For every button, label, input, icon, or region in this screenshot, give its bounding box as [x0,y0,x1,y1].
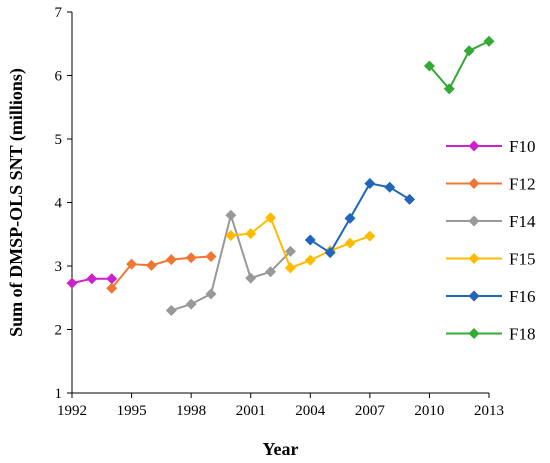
data-point [106,282,118,294]
data-point [165,254,177,266]
data-point [225,209,237,221]
series-line-f16 [309,182,411,255]
legend-label: F14 [509,212,536,231]
legend-swatch-marker [468,253,480,264]
data-point [126,258,138,270]
series-line-f14 [170,211,292,312]
legend-item-f18: F18 [446,325,535,344]
data-point [205,288,217,300]
series-layer [66,35,495,316]
data-point [324,247,336,259]
data-point [344,237,356,249]
legend-swatch-marker [468,215,480,227]
x-tick-label: 2004 [295,403,326,419]
y-tick-label: 7 [55,5,63,21]
legend-item-f14: F14 [446,212,536,231]
data-point [304,234,316,246]
series-f15 [225,212,376,274]
legend-item-f15: F15 [446,250,535,269]
data-point [265,266,277,278]
y-tick-label: 6 [55,69,63,85]
data-point [66,277,78,289]
legend-swatch-marker [468,290,480,302]
x-tick-label: 1995 [117,403,147,419]
axes: 1 2 3 4 5 6 7 1992 1995 1998 2001 2004 2007 2010 2013 [55,5,505,419]
legend-swatch-marker [468,328,480,339]
series-f16 [304,177,416,259]
x-tick-label: 2001 [236,403,266,419]
x-tick-label: 2007 [355,403,386,419]
legend: F10 F12 F14 F15 F16 F18 [446,137,536,344]
data-point [265,212,277,224]
data-point [225,230,237,242]
series-f10 [66,273,118,289]
legend-item-f16: F16 [446,287,535,306]
data-point [304,254,316,266]
y-tick-label: 4 [55,196,63,212]
data-point [364,177,376,189]
series-f12 [106,250,217,294]
legend-item-f12: F12 [446,175,535,194]
legend-swatch-marker [468,140,480,152]
y-tick-label: 3 [55,259,63,275]
data-point [245,272,257,284]
data-point [463,45,475,57]
legend-item-f10: F10 [446,137,535,156]
series-f18 [423,35,495,95]
data-point [185,252,197,264]
data-point [185,298,197,310]
legend-label: F10 [509,137,535,156]
data-point [145,259,157,271]
data-point [384,181,396,193]
legend-label: F16 [509,287,535,306]
y-tick-label: 1 [55,386,63,402]
legend-label: F18 [509,325,535,344]
data-point [364,230,376,242]
x-tick-label: 2013 [474,403,504,419]
data-point [423,60,435,72]
x-tick-label: 1998 [176,403,206,419]
series-line-f18 [428,40,490,91]
data-point [205,250,217,262]
data-point [404,193,416,205]
data-point [165,304,177,316]
data-point [245,228,257,240]
x-tick-label: 1992 [57,403,87,419]
x-tick-label: 2010 [414,403,444,419]
data-point [106,273,118,285]
y-tick-label: 2 [55,323,63,339]
y-axis-title: Sum of DMSP-OLS SNT (millions) [6,68,27,337]
data-point [483,35,495,47]
data-point [86,273,98,285]
data-point [284,262,296,274]
y-tick-label: 5 [55,132,63,148]
data-point [443,83,455,95]
series-line-f12 [110,255,212,289]
legend-label: F12 [509,175,535,194]
series-f14 [165,209,296,316]
legend-swatch-marker [468,178,480,189]
x-axis-title: Year [263,439,299,459]
legend-label: F15 [509,250,535,269]
data-point [284,245,296,257]
data-point [344,212,356,224]
